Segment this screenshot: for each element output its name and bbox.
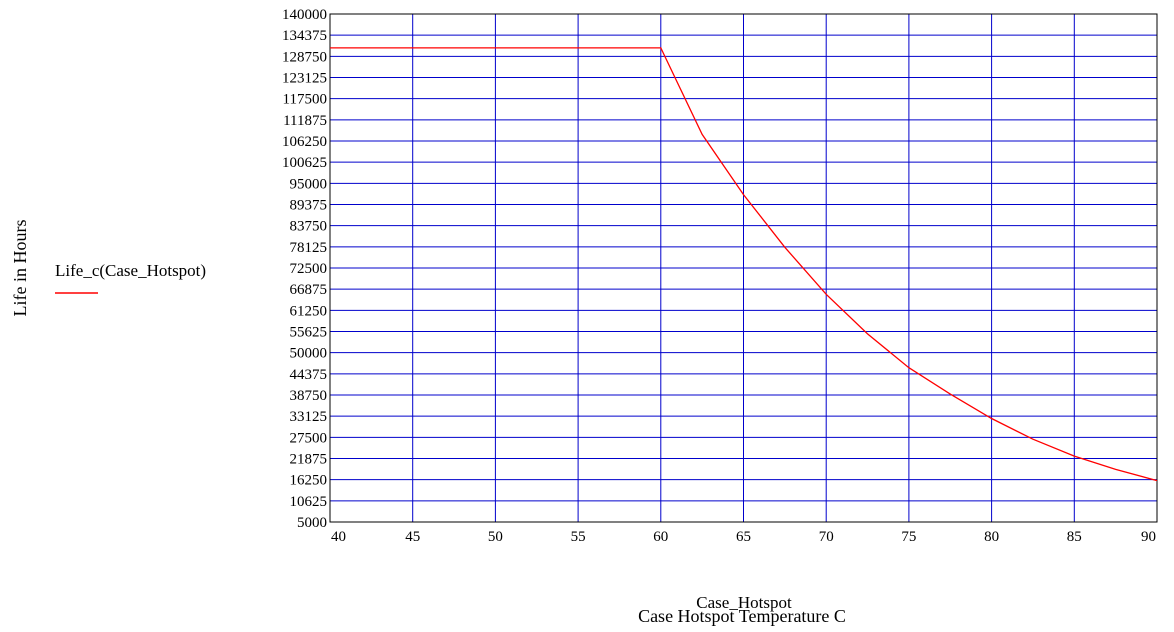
y-tick-label: 55625 (290, 325, 328, 341)
x-tick-label: 80 (984, 529, 999, 545)
y-tick-label: 78125 (290, 240, 328, 256)
y-tick-label: 134375 (282, 28, 327, 44)
y-tick-label: 10625 (290, 494, 328, 510)
x-tick-label: 70 (819, 529, 834, 545)
x-tick-labels: 40 45 50 55 60 65 70 75 80 85 90 (331, 529, 1156, 545)
x-tick-label: 40 (331, 529, 346, 545)
plot-frame (329, 13, 1158, 523)
y-tick-label: 21875 (290, 452, 328, 468)
x-tick-label: 50 (488, 529, 503, 545)
y-tick-label: 16250 (290, 473, 328, 489)
y-tick-label: 128750 (282, 49, 327, 65)
y-tick-label: 83750 (290, 219, 328, 235)
y-tick-label: 95000 (290, 176, 328, 192)
y-tick-label: 117500 (283, 92, 327, 108)
x-tick-label: 90 (1141, 529, 1156, 545)
y-axis-label: Life in Hours (10, 220, 30, 317)
y-tick-label: 111875 (283, 113, 327, 129)
y-tick-labels: 140000 134375 128750 123125 117500 111875 1062… (282, 7, 327, 531)
x-tick-label: 60 (653, 529, 668, 545)
x-axis-caption: Case Hotspot Temperature C (638, 606, 846, 626)
series-line (330, 47, 1158, 482)
grid (329, 13, 1158, 523)
legend-label: Life_c(Case_Hotspot) (55, 261, 206, 280)
x-tick-label: 75 (901, 529, 916, 545)
y-tick-label: 140000 (282, 7, 327, 23)
x-tick-label: 55 (571, 529, 586, 545)
y-tick-label: 44375 (290, 367, 328, 383)
x-tick-label: 45 (405, 529, 420, 545)
y-tick-label: 100625 (282, 155, 327, 171)
y-tick-label: 123125 (282, 71, 327, 87)
legend: Life_c(Case_Hotspot) (55, 261, 206, 294)
y-tick-label: 33125 (290, 409, 328, 425)
y-tick-label: 106250 (282, 134, 327, 150)
y-tick-label: 50000 (290, 346, 328, 362)
y-tick-label: 61250 (290, 303, 328, 319)
series-layer (330, 47, 1158, 482)
y-tick-label: 89375 (290, 198, 328, 214)
y-tick-label: 5000 (297, 515, 327, 531)
y-tick-label: 27500 (290, 430, 328, 446)
x-tick-label: 85 (1067, 529, 1082, 545)
x-axis-label: Case_Hotspot (696, 593, 792, 612)
x-tick-label: 65 (736, 529, 751, 545)
y-tick-label: 72500 (290, 261, 328, 277)
y-tick-label: 38750 (290, 388, 328, 404)
y-tick-label: 66875 (290, 282, 328, 298)
